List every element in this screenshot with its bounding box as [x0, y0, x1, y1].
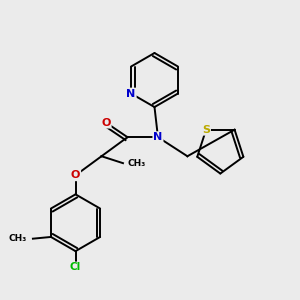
Text: CH₃: CH₃ [8, 234, 27, 243]
Text: O: O [71, 170, 80, 180]
Text: N: N [153, 132, 163, 142]
Text: CH₃: CH₃ [127, 159, 146, 168]
Text: N: N [127, 88, 136, 98]
Text: O: O [101, 118, 111, 128]
Text: S: S [202, 125, 210, 135]
Text: Cl: Cl [70, 262, 81, 272]
